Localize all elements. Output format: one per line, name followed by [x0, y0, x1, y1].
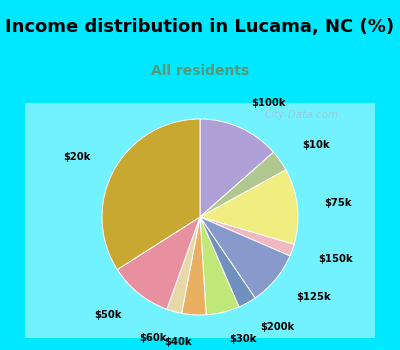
Text: $75k: $75k: [325, 198, 352, 208]
Text: $30k: $30k: [229, 334, 257, 344]
Wedge shape: [200, 152, 286, 217]
Wedge shape: [182, 217, 206, 315]
Text: $10k: $10k: [303, 140, 330, 150]
Text: $40k: $40k: [164, 337, 192, 347]
Text: $60k: $60k: [139, 333, 167, 343]
Wedge shape: [167, 217, 200, 313]
Text: Income distribution in Lucama, NC (%): Income distribution in Lucama, NC (%): [6, 19, 394, 36]
Text: $150k: $150k: [318, 254, 353, 265]
Wedge shape: [200, 217, 290, 298]
Wedge shape: [200, 217, 239, 315]
Wedge shape: [200, 217, 294, 256]
Text: $100k: $100k: [252, 98, 286, 108]
Text: City-Data.com: City-Data.com: [265, 110, 339, 120]
Text: $50k: $50k: [94, 310, 122, 320]
Wedge shape: [200, 170, 298, 244]
Wedge shape: [117, 217, 200, 309]
Text: $200k: $200k: [260, 322, 295, 332]
Text: $125k: $125k: [297, 292, 331, 302]
Text: $20k: $20k: [63, 152, 90, 162]
Text: All residents: All residents: [151, 64, 249, 78]
Wedge shape: [102, 119, 200, 270]
Wedge shape: [200, 217, 255, 307]
Wedge shape: [200, 119, 274, 217]
